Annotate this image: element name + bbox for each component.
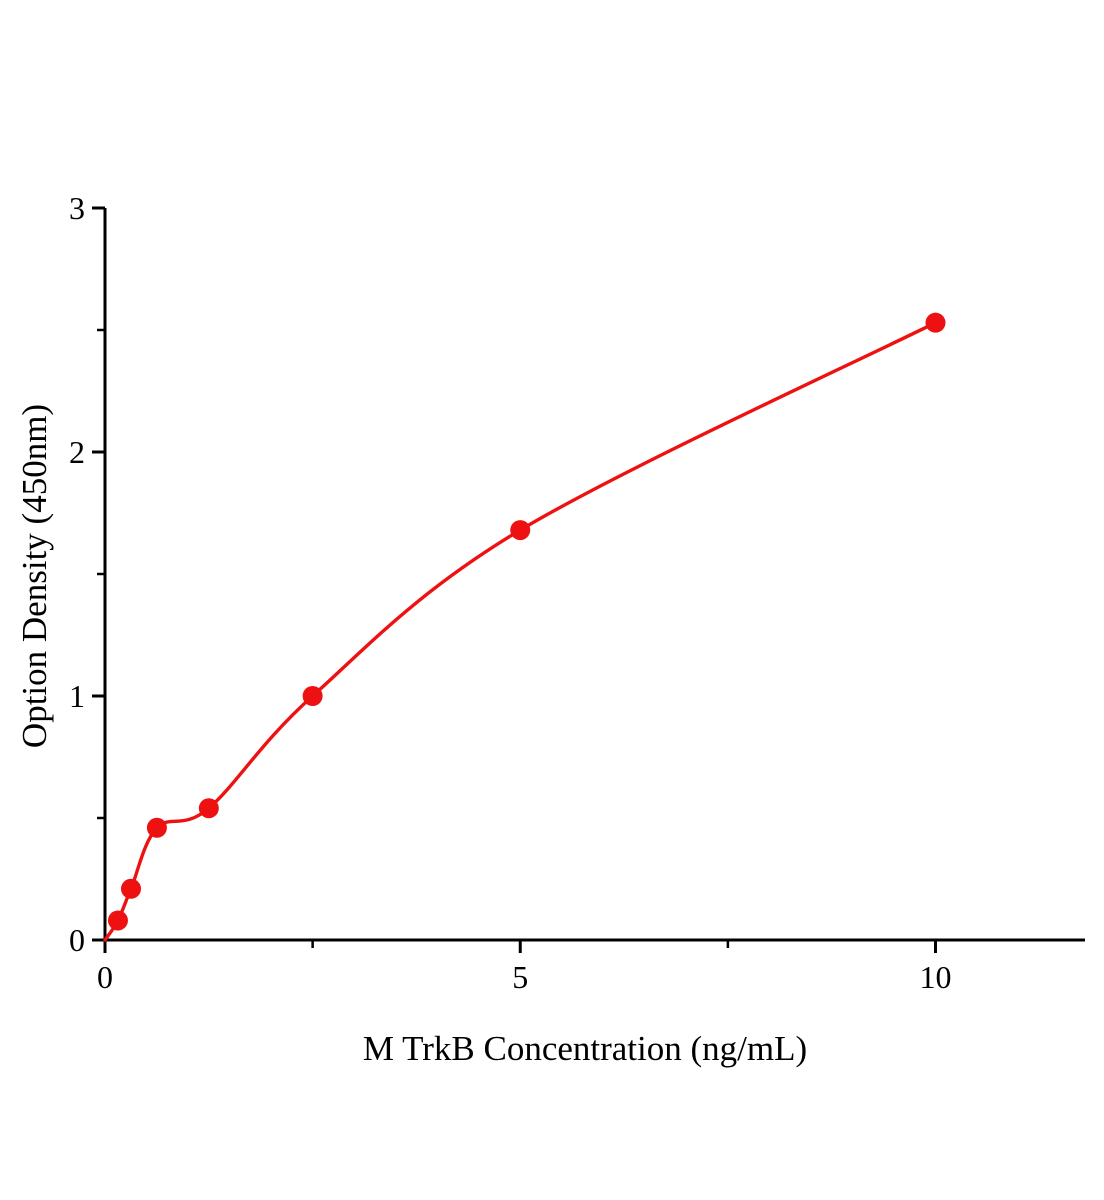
data-point (120, 878, 141, 899)
data-point (510, 520, 531, 541)
data-point (925, 312, 946, 333)
y-tick-label: 2 (69, 434, 85, 470)
x-tick-label: 10 (920, 959, 952, 995)
y-tick-label: 3 (69, 190, 85, 226)
data-point (107, 910, 128, 931)
y-axis-title: Option Density (450nm) (15, 404, 54, 748)
x-axis-title: M TrkB Concentration (ng/mL) (363, 1029, 807, 1068)
data-point (302, 686, 323, 706)
data-point (146, 817, 167, 838)
fit-curve (103, 320, 938, 942)
y-tick-label: 0 (69, 922, 85, 958)
x-tick-label: 5 (512, 959, 528, 995)
x-tick-label: 0 (97, 959, 113, 995)
y-tick-label: 1 (69, 678, 85, 714)
plot-generated-content: 0 5 10 0 1 2 3 (69, 190, 1085, 995)
data-point (198, 798, 219, 819)
